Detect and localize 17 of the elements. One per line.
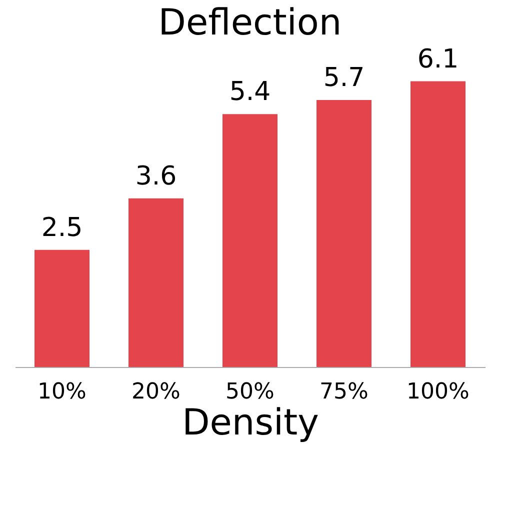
x-tick-label: 50%: [226, 380, 274, 404]
data-label: 5.7: [323, 63, 365, 94]
bar: [410, 81, 466, 367]
chart-title: Deflection: [158, 2, 342, 44]
x-tick-label: 100%: [406, 380, 470, 404]
x-tick-label: 20%: [132, 380, 180, 404]
data-label: 5.4: [229, 77, 271, 108]
bar: [34, 250, 90, 367]
bar: [222, 114, 278, 367]
x-tick-label: 10%: [38, 380, 86, 404]
bar: [316, 100, 372, 367]
x-tick-label: 75%: [320, 380, 368, 404]
bar: [128, 198, 184, 367]
data-label: 6.1: [417, 44, 459, 74]
data-label: 3.6: [135, 161, 177, 192]
x-axis-title: Density: [182, 402, 319, 444]
data-label: 2.5: [41, 212, 83, 243]
